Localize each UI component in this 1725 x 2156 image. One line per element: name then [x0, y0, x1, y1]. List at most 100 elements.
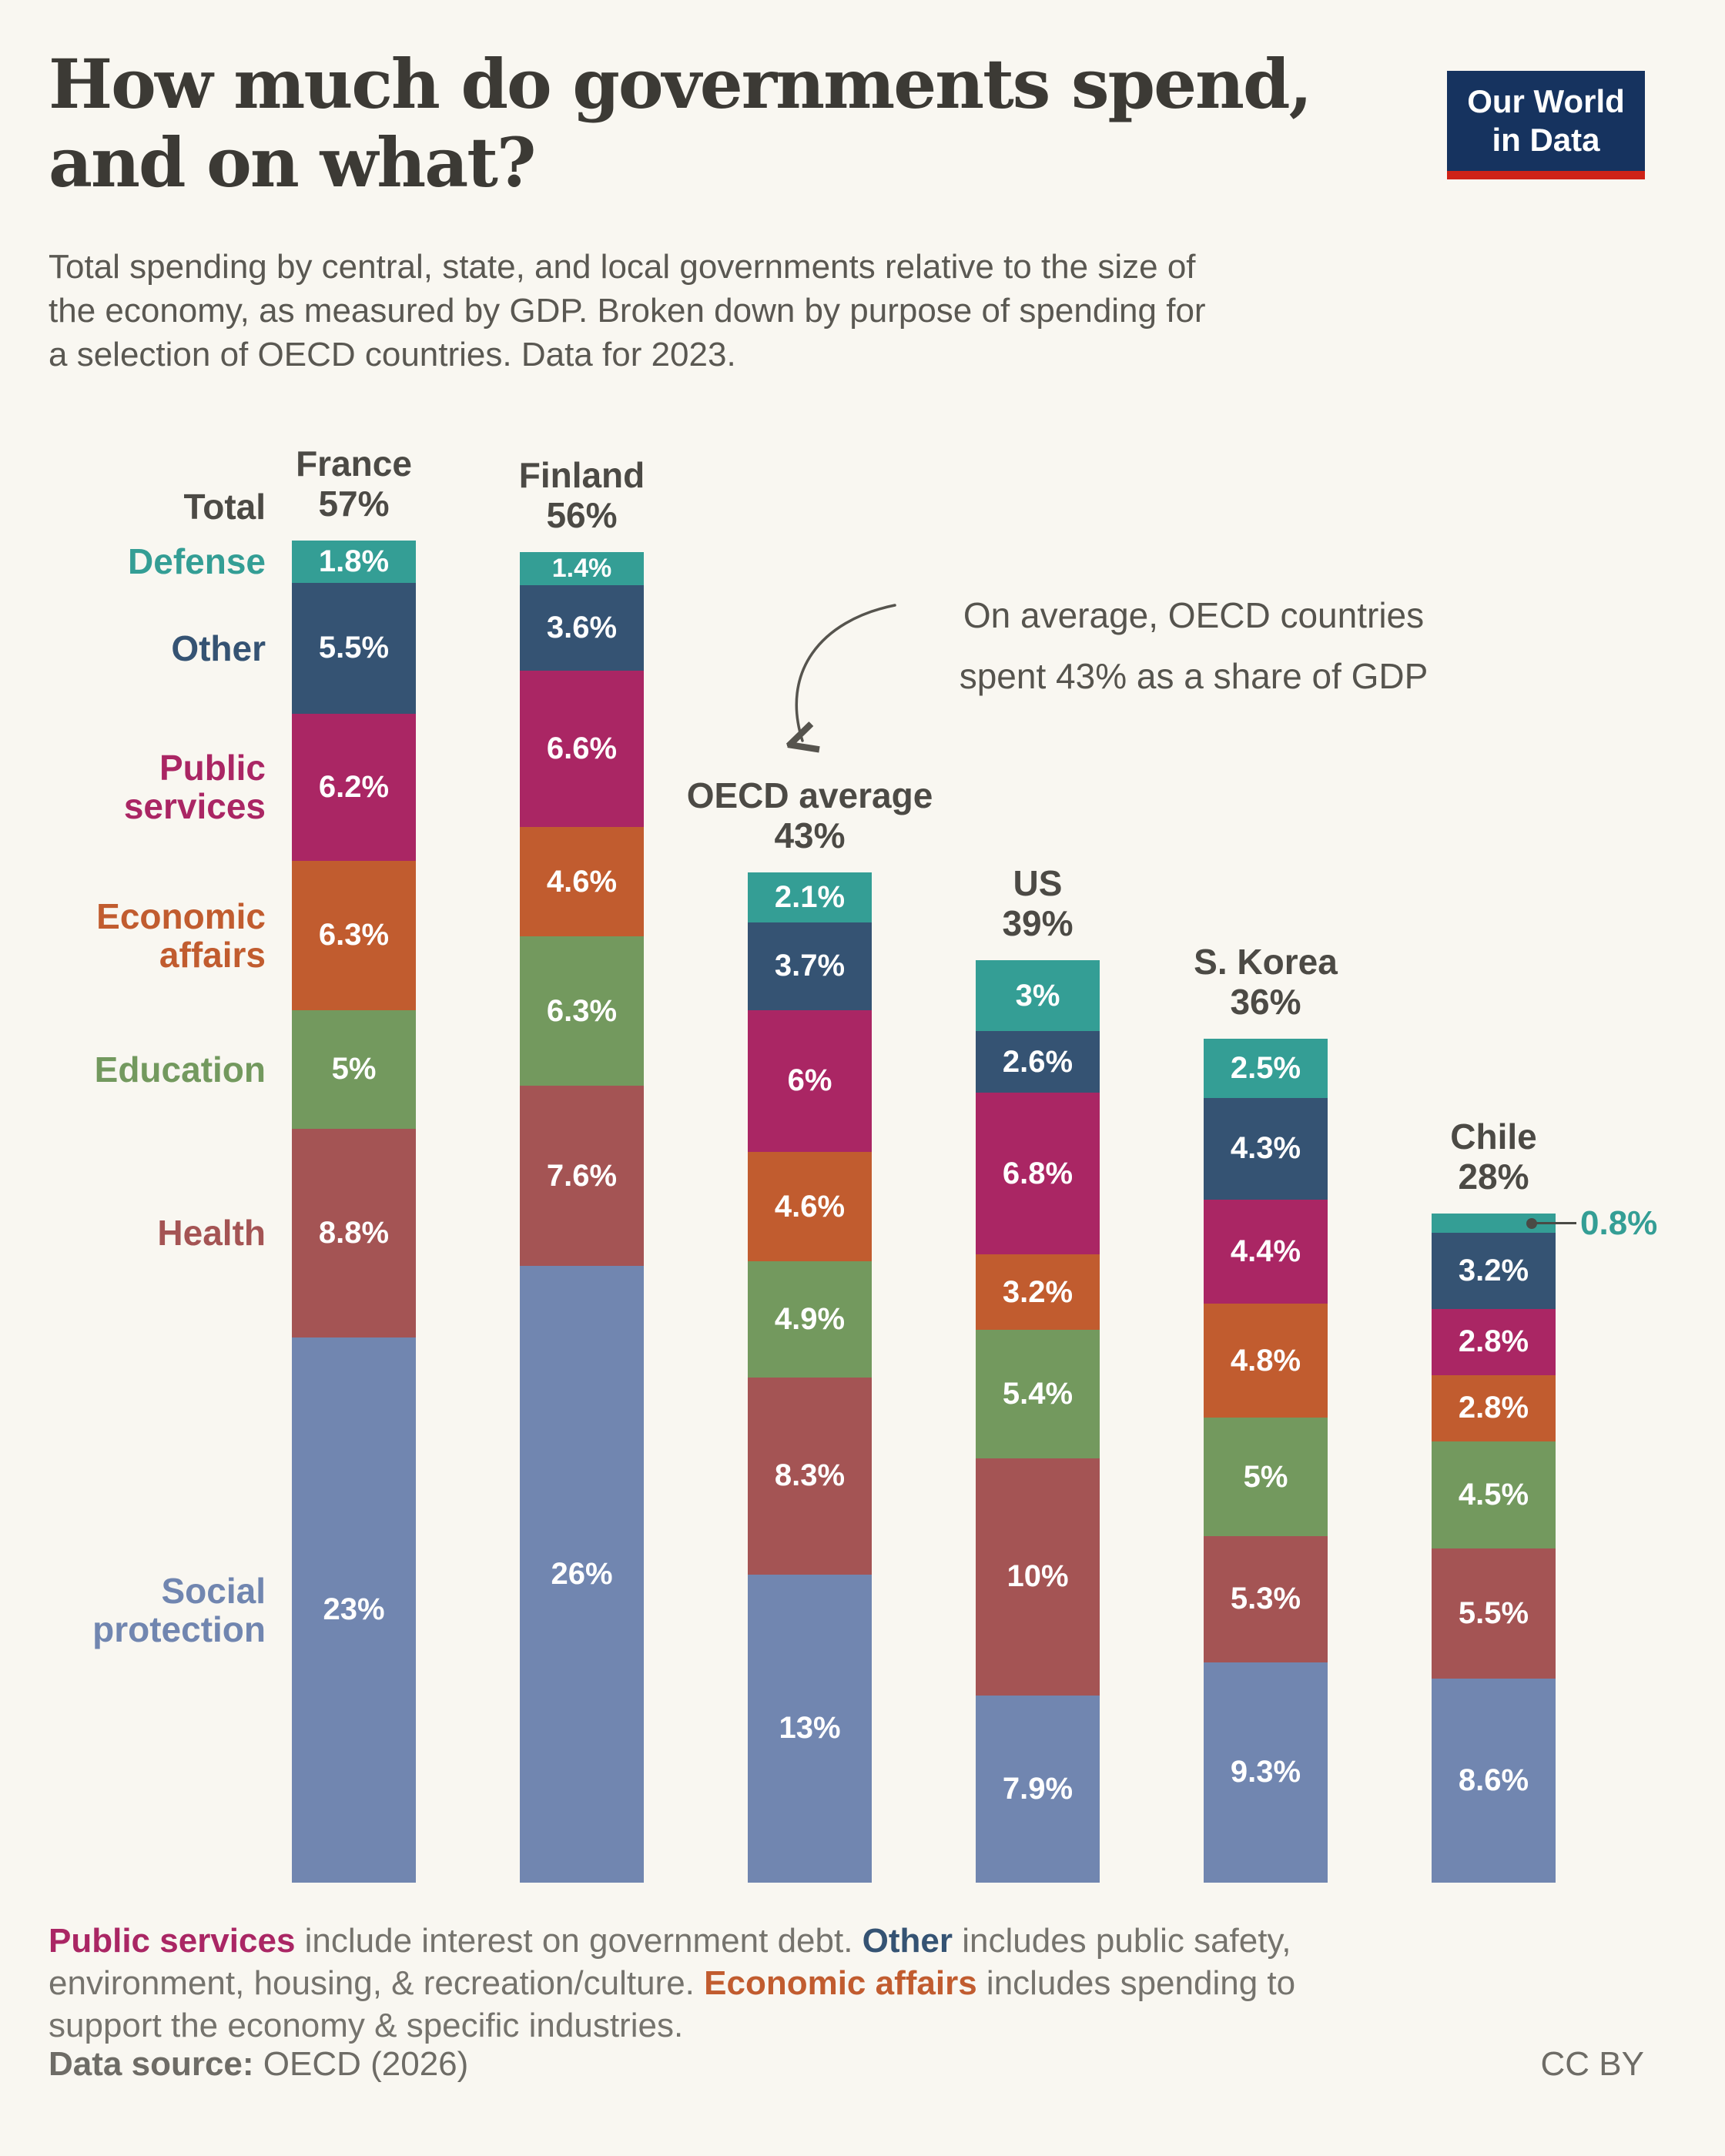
title-line-2: and on what? [49, 122, 536, 203]
footnote: Public services include interest on gove… [49, 1920, 1358, 2047]
bar-s-korea-economic-affairs: 4.8% [1204, 1304, 1328, 1418]
segment-value-label: 6.3% [318, 918, 390, 952]
footnote-term: Public services [49, 1922, 296, 1960]
bar-us-defense: 3% [976, 959, 1100, 1032]
segment-value-label: 26% [551, 1557, 613, 1592]
license-badge[interactable]: CC BY [1540, 2045, 1644, 2083]
country-name: S. Korea [1194, 941, 1338, 982]
data-source-label: Data source: [49, 2045, 254, 2083]
bar-s-korea-social-protection: 9.3% [1204, 1662, 1328, 1883]
footnote-text: includes public safety, [953, 1922, 1291, 1960]
owid-logo-box: Our World in Data [1447, 71, 1645, 171]
bar-france-public-services: 6.2% [292, 713, 416, 861]
segment-value-label: 5% [331, 1052, 377, 1086]
bar-france-economic-affairs: 6.3% [292, 860, 416, 1010]
data-source-row: Data source: OECD (2026) [49, 2045, 1644, 2084]
bar-us-health: 10% [976, 1458, 1100, 1696]
segment-value-label: 6% [787, 1063, 832, 1098]
bar-france-education: 5% [292, 1009, 416, 1129]
segment-value-label: 4.3% [1230, 1131, 1301, 1166]
footnote-term: Other [862, 1922, 953, 1960]
bar-france-health: 8.8% [292, 1128, 416, 1337]
segment-value-label: 4.9% [774, 1301, 846, 1336]
bar-france-social-protection: 23% [292, 1337, 416, 1883]
bar-finland-public-services: 6.6% [520, 671, 644, 828]
bar-chile-health: 5.5% [1432, 1548, 1556, 1679]
segment-value-label: 7.6% [546, 1158, 618, 1193]
segment-value-label: 13% [779, 1711, 841, 1746]
bar-finland-health: 7.6% [520, 1086, 644, 1267]
country-total: 57% [318, 483, 390, 524]
category-label-social-protection: Social protection [92, 1570, 266, 1649]
country-total: 36% [1230, 981, 1301, 1022]
annotation-line-1: On average, OECD countries [963, 595, 1425, 635]
country-header-oecd-average: OECD average 43% [625, 775, 995, 855]
footnote-line-2: environment, housing, & recreation/cultu… [49, 1962, 1358, 2004]
bar-oecd-average-social-protection: 13% [748, 1574, 872, 1883]
bar-s-korea-other: 4.3% [1204, 1097, 1328, 1200]
category-label-economic-affairs: Economic affairs [96, 896, 266, 975]
country-name: Chile [1450, 1116, 1537, 1157]
owid-logo-line-2: in Data [1492, 122, 1600, 158]
country-total: 28% [1458, 1157, 1529, 1197]
footnote-line-1: Public services include interest on gove… [49, 1920, 1358, 1962]
subtitle-line-3: a selection of OECD countries. Data for … [49, 336, 736, 373]
owid-logo-red-strip [1447, 171, 1645, 179]
segment-value-label: 5% [1243, 1459, 1288, 1494]
callout-value-label: 0.8% [1580, 1204, 1658, 1242]
category-label-other: Other [171, 628, 266, 668]
subtitle-line-2: the economy, as measured by GDP. Broken … [49, 292, 1206, 330]
segment-value-label: 8.6% [1458, 1763, 1529, 1798]
annotation-line-2: spent 43% as a share of GDP [959, 656, 1429, 696]
segment-value-label: 5.5% [318, 631, 390, 665]
bar-chile-social-protection: 8.6% [1432, 1679, 1556, 1883]
bar-oecd-average-health: 8.3% [748, 1377, 872, 1575]
owid-logo: Our World in Data [1447, 71, 1645, 179]
category-label-public-services: Public services [123, 748, 266, 827]
owid-logo-line-1: Our World [1467, 83, 1625, 119]
footnote-text: include interest on government debt. [295, 1922, 862, 1960]
bar-chile-other: 3.2% [1432, 1233, 1556, 1309]
footnote-text: support the economy & specific industrie… [49, 2007, 684, 2044]
segment-value-label: 6.3% [546, 993, 618, 1028]
bar-s-korea-defense: 2.5% [1204, 1038, 1328, 1098]
country-total: 56% [546, 495, 618, 536]
footnote-line-3: support the economy & specific industrie… [49, 2004, 1358, 2047]
footnote-term: Economic affairs [704, 1964, 977, 2002]
segment-value-label: 4.6% [774, 1189, 846, 1224]
segment-value-label: 2.5% [1230, 1050, 1301, 1085]
segment-value-label: 8.8% [318, 1215, 390, 1250]
bar-oecd-average-defense: 2.1% [748, 872, 872, 922]
segment-value-label: 10% [1007, 1559, 1069, 1594]
country-name: Finland [518, 455, 645, 496]
title-line-1: How much do governments spend, [49, 44, 1312, 124]
segment-value-label: 5.3% [1230, 1582, 1301, 1616]
segment-value-label: 3.2% [1458, 1253, 1529, 1287]
country-header-s-korea: S. Korea 36% [1081, 942, 1451, 1022]
bar-chile-education: 4.5% [1432, 1441, 1556, 1548]
bar-oecd-average-public-services: 6% [748, 1009, 872, 1153]
bar-chile-economic-affairs: 2.8% [1432, 1374, 1556, 1442]
footnote-text: includes spending to [976, 1964, 1296, 2002]
data-source-value: OECD (2026) [253, 2045, 469, 2083]
bar-finland-education: 6.3% [520, 936, 644, 1086]
bar-us-public-services: 6.8% [976, 1093, 1100, 1254]
footnote-text: environment, housing, & recreation/cultu… [49, 1964, 705, 2002]
category-label-education: Education [94, 1049, 266, 1090]
bar-finland-defense: 1.4% [520, 552, 644, 586]
segment-value-label: 3% [1015, 978, 1060, 1013]
bar-oecd-average-other: 3.7% [748, 922, 872, 1010]
bar-france-other: 5.5% [292, 583, 416, 714]
bar-oecd-average-education: 4.9% [748, 1261, 872, 1378]
category-label-defense: Defense [128, 541, 266, 582]
callout-line [1532, 1222, 1576, 1225]
bar-chile-public-services: 2.8% [1432, 1308, 1556, 1375]
segment-value-label: 3.6% [546, 611, 618, 645]
segment-value-label: 5.4% [1002, 1377, 1074, 1411]
country-name: OECD average [686, 775, 933, 815]
segment-value-label: 4.4% [1230, 1234, 1301, 1269]
country-name: US [1013, 862, 1063, 903]
country-header-france: France 57% [169, 444, 539, 524]
country-header-finland: Finland 56% [397, 455, 767, 535]
